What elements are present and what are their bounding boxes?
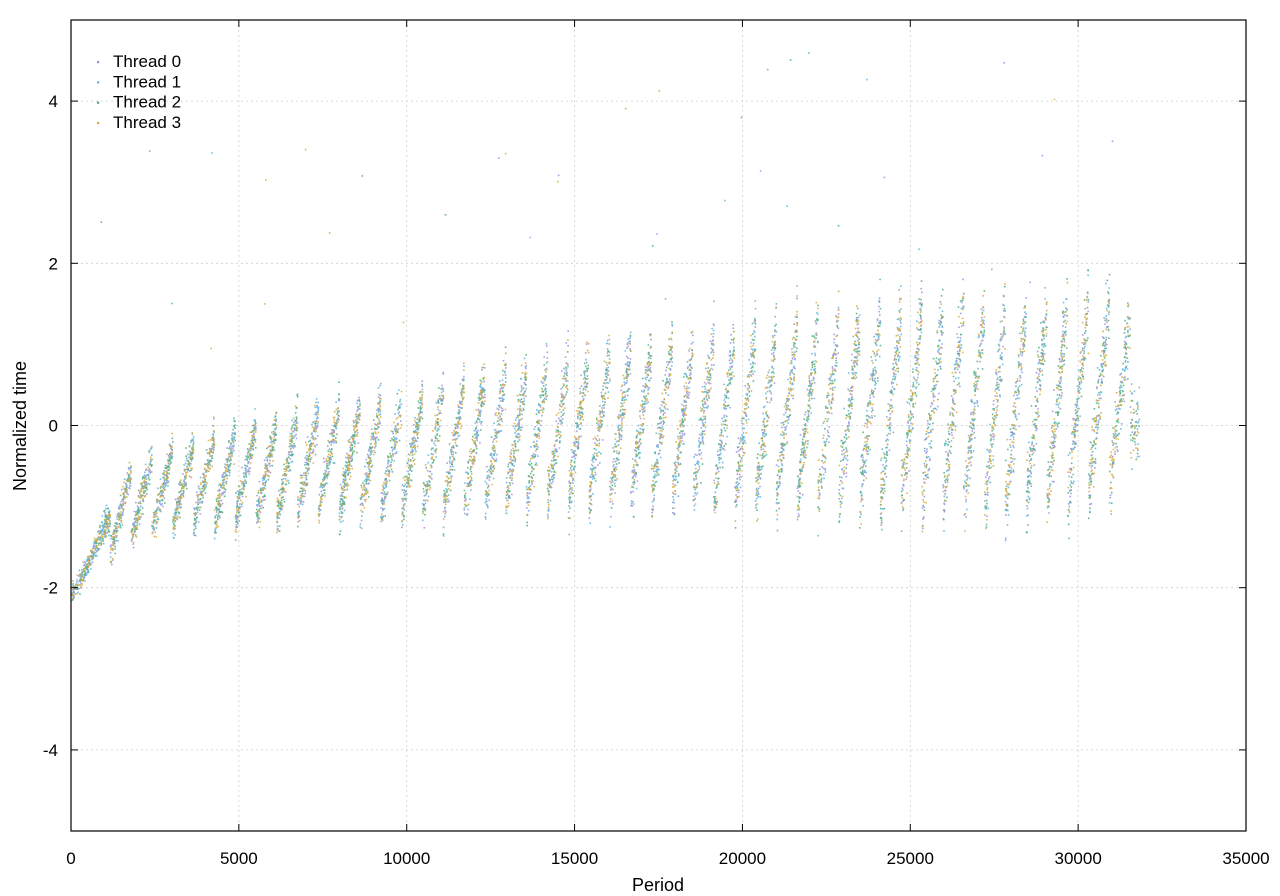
x-axis-title: Period (632, 875, 684, 895)
y-tick-label: 0 (49, 417, 58, 436)
y-tick-label: -2 (43, 579, 58, 598)
x-tick-label: 5000 (220, 849, 258, 868)
axis-ticks: 0 5000 10000 15000 20000 25000 30000 35000 -4 -2 0… (43, 20, 1270, 868)
x-tick-label: 10000 (383, 849, 430, 868)
legend-entry: Thread 1 (113, 72, 181, 91)
legend-entry: Thread 0 (113, 52, 181, 71)
x-tick-label: 35000 (1222, 849, 1269, 868)
x-tick-label: 30000 (1055, 849, 1102, 868)
y-tick-label: -4 (43, 741, 58, 760)
legend-marker (97, 101, 100, 104)
x-tick-label: 0 (66, 849, 75, 868)
x-tick-label: 25000 (887, 849, 934, 868)
legend-entry: Thread 2 (113, 93, 181, 112)
legend-marker (97, 81, 100, 84)
y-tick-label: 4 (49, 92, 58, 111)
y-axis-title: Normalized time (10, 361, 30, 491)
legend-marker (97, 61, 100, 64)
legend-marker (97, 121, 100, 125)
y-tick-label: 2 (49, 254, 58, 273)
legend-entry: Thread 3 (113, 113, 181, 132)
x-tick-label: 20000 (719, 849, 766, 868)
x-tick-label: 15000 (551, 849, 598, 868)
